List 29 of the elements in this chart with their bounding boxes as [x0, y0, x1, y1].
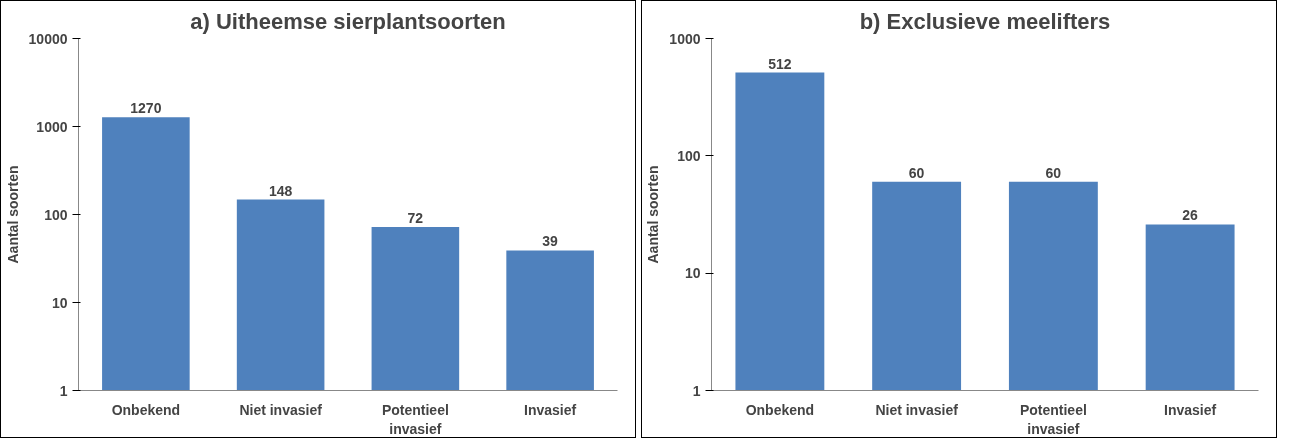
y-tick-label: 1 — [59, 382, 68, 399]
x-tick-label: Invasief — [1164, 401, 1217, 418]
y-tick-label: 100 — [677, 147, 701, 164]
y-tick-label: 10 — [51, 294, 68, 311]
data-label: 1270 — [130, 100, 162, 117]
y-axis-title: Aantal soorten — [4, 165, 21, 264]
x-tick-label: Invasief — [524, 401, 577, 418]
y-tick-label: 10000 — [28, 30, 68, 47]
data-label: 60 — [1045, 164, 1062, 181]
x-tick-label: Niet invasief — [875, 401, 959, 418]
y-axis-title: Aantal soorten — [645, 165, 662, 264]
data-label: 148 — [268, 182, 293, 199]
data-label: 72 — [407, 210, 424, 227]
y-tick-label: 1000 — [36, 118, 68, 135]
x-tick-label: Potentieel invasief — [381, 401, 449, 437]
x-tick-label: Onbekend — [745, 401, 815, 418]
chart-title: a) Uitheemse sierplantsoorten — [190, 8, 506, 34]
chart-title: b) Exclusieve meelifters — [859, 8, 1111, 34]
x-tick-label: Onbekend — [111, 401, 181, 418]
y-tick-label: 1000 — [669, 30, 701, 47]
data-label: 60 — [908, 164, 925, 181]
y-tick-label: 100 — [44, 206, 68, 223]
y-tick-label: 10 — [684, 265, 701, 282]
x-tick-label: Potentieel invasief — [1019, 401, 1087, 437]
y-tick-label: 1 — [692, 382, 701, 399]
data-label: 512 — [768, 55, 792, 72]
data-label: 39 — [542, 233, 559, 250]
x-tick-label: Niet invasief — [239, 401, 323, 418]
data-label: 26 — [1182, 207, 1199, 224]
